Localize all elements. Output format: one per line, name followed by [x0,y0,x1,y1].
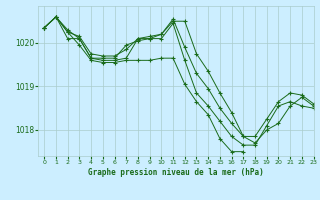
X-axis label: Graphe pression niveau de la mer (hPa): Graphe pression niveau de la mer (hPa) [88,168,264,177]
